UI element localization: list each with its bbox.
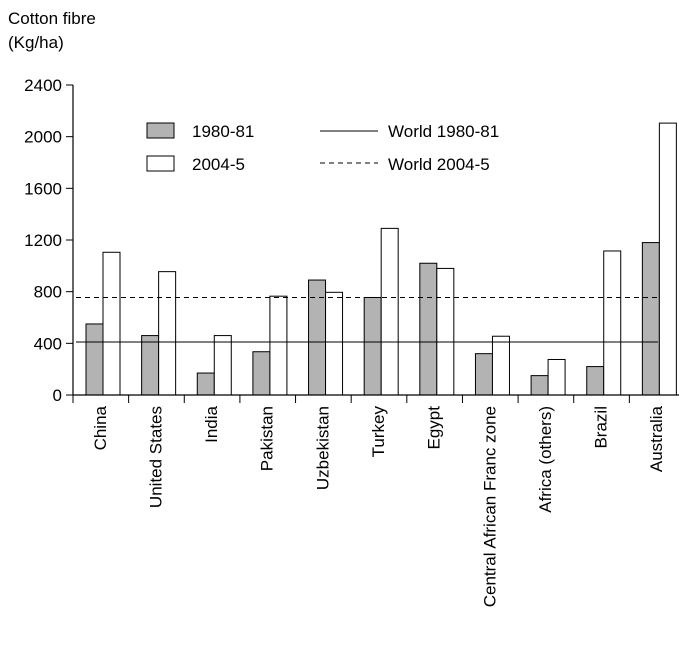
y-tick-label-1200: 1200 bbox=[24, 231, 62, 250]
y-tick-label-2400: 2400 bbox=[24, 76, 62, 95]
bar-2004-5-8 bbox=[547, 358, 566, 396]
x-label-7: Central African Franc zone bbox=[480, 406, 499, 607]
x-label-1: United States bbox=[146, 406, 165, 508]
bar-1980-81-6 bbox=[419, 262, 438, 396]
legend-swatch-1980-81 bbox=[146, 122, 175, 139]
y-tick-label-800: 800 bbox=[34, 283, 62, 302]
bar-2004-5-4 bbox=[325, 291, 344, 396]
bar-1980-81-0 bbox=[85, 323, 104, 396]
bar-1980-81-5 bbox=[363, 296, 382, 396]
bars-group bbox=[85, 122, 677, 396]
bar-1980-81-10 bbox=[641, 242, 660, 396]
x-label-9: Brazil bbox=[592, 406, 611, 449]
bar-2004-5-6 bbox=[436, 267, 455, 396]
bar-2004-5-0 bbox=[102, 251, 121, 396]
x-labels-group: China United States India Pakistan Uzbekista… bbox=[91, 405, 666, 607]
x-label-0: China bbox=[91, 405, 110, 450]
legend-label-world-1980-81: World 1980-81 bbox=[388, 122, 499, 141]
x-label-4: Uzbekistan bbox=[313, 406, 332, 490]
y-ticks-group: 0 400 800 1200 1600 2000 2400 bbox=[24, 76, 73, 405]
x-label-8: Africa (others) bbox=[536, 406, 555, 513]
bar-2004-5-2 bbox=[213, 335, 232, 396]
x-label-5: Turkey bbox=[369, 406, 388, 458]
legend-label-world-2004-5: World 2004-5 bbox=[388, 155, 490, 174]
legend-swatch-2004-5 bbox=[146, 155, 175, 172]
bar-2004-5-10 bbox=[658, 122, 677, 396]
legend-label-2004-5: 2004-5 bbox=[192, 155, 245, 174]
bar-1980-81-1 bbox=[141, 335, 160, 396]
y-axis-label-line1: Cotton fibre bbox=[8, 9, 96, 28]
bar-2004-5-9 bbox=[603, 250, 622, 396]
bar-2004-5-1 bbox=[158, 271, 177, 396]
x-label-3: Pakistan bbox=[258, 406, 277, 471]
legend: 1980-81 2004-5 World 1980-81 World 2004-… bbox=[146, 122, 499, 174]
x-label-2: India bbox=[202, 405, 221, 442]
bar-1980-81-2 bbox=[196, 372, 215, 396]
reference-lines-group bbox=[76, 296, 658, 343]
y-tick-label-2000: 2000 bbox=[24, 128, 62, 147]
x-label-10: Australia bbox=[647, 405, 666, 472]
bar-1980-81-8 bbox=[530, 375, 549, 396]
bar-1980-81-7 bbox=[474, 353, 493, 396]
bar-1980-81-9 bbox=[586, 366, 605, 396]
y-tick-label-1600: 1600 bbox=[24, 179, 62, 198]
bar-2004-5-3 bbox=[269, 295, 288, 396]
x-label-6: Egypt bbox=[425, 406, 444, 450]
y-axis-label-line2: (Kg/ha) bbox=[8, 33, 64, 52]
legend-label-1980-81: 1980-81 bbox=[192, 122, 254, 141]
bar-2004-5-5 bbox=[380, 227, 399, 396]
y-tick-label-0: 0 bbox=[53, 386, 62, 405]
y-tick-label-400: 400 bbox=[34, 334, 62, 353]
bar-2004-5-7 bbox=[491, 335, 510, 396]
bar-1980-81-3 bbox=[252, 351, 271, 396]
